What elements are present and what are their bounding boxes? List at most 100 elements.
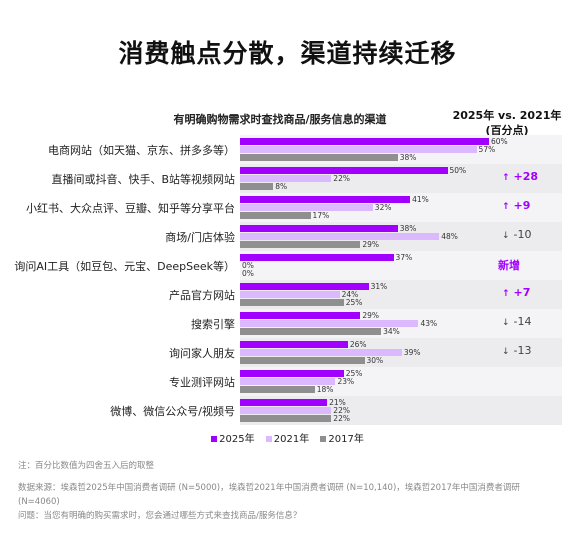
legend-swatch-2017: [320, 436, 327, 442]
arrow-up-icon: ↑: [502, 202, 510, 212]
bar-2017: [240, 328, 382, 335]
bar-2017: [240, 357, 365, 364]
chart-row: 商场/门店体验 38% 48% 29% ↓ -10: [0, 222, 575, 251]
bar-2025: [240, 167, 448, 174]
arrow-down-icon: ↓: [502, 347, 510, 357]
value-label-2021: 57%: [478, 145, 496, 154]
bar-2025: [240, 370, 344, 377]
value-label-2025: 29%: [362, 311, 380, 320]
change-text: 新增: [498, 259, 520, 272]
bar-2025: [240, 196, 411, 203]
chart-row: 小红书、大众点评、豆瓣、知乎等分享平台 41% 32% 17% ↑ +9: [0, 193, 575, 222]
chart-row: 专业测评网站 25% 23% 18%: [0, 367, 575, 396]
value-label-2021: 22%: [333, 406, 350, 415]
value-label-2017: 38%: [399, 153, 417, 162]
bar-2017: [240, 386, 315, 393]
change-column-header: 2025年 vs. 2021年 (百分点): [452, 108, 562, 138]
chart-row: 搜索引擎 29% 43% 34% ↓ -14: [0, 309, 575, 338]
change-text: +28: [513, 170, 539, 183]
change-text: +7: [513, 286, 531, 299]
value-label-2021: 24%: [341, 290, 359, 299]
bar-2021: [240, 146, 477, 153]
bar-2021: [240, 407, 332, 414]
change-value: 新增: [498, 257, 520, 273]
chart-row: 询问AI工具（如豆包、元宝、DeepSeek等） 37% 0% 0% 新增: [0, 251, 575, 280]
value-label-2021: 22%: [333, 174, 350, 183]
value-label-2017: 29%: [362, 240, 380, 249]
value-label-2021: 48%: [441, 232, 458, 241]
legend-label-2021: 2021年: [273, 434, 310, 445]
change-value: ↓ -13: [502, 344, 532, 357]
bar-2021: [240, 175, 332, 182]
legend-label-2025: 2025年: [219, 434, 255, 445]
change-value: ↑ +9: [502, 199, 530, 212]
bar-2021: [240, 204, 373, 211]
value-label-2021: 39%: [403, 348, 421, 357]
value-label-2017: 0%: [242, 269, 254, 278]
legend-item-2017: 2017年: [320, 430, 364, 445]
category-label: 电商网站（如天猫、京东、拼多多等）: [48, 144, 235, 157]
change-value: ↑ +28: [502, 170, 538, 183]
bar-2021: [240, 378, 336, 385]
value-label-2025: 21%: [329, 398, 346, 407]
value-label-2017: 17%: [312, 211, 330, 220]
bar-2021: [240, 349, 402, 356]
bar-2025: [240, 283, 369, 290]
bar-2017: [240, 415, 332, 422]
arrow-down-icon: ↓: [502, 318, 510, 328]
arrow-down-icon: ↓: [502, 231, 510, 241]
category-label: 搜索引擎: [191, 318, 235, 331]
category-label: 小红书、大众点评、豆瓣、知乎等分享平台: [26, 202, 235, 215]
value-label-2025: 38%: [399, 224, 417, 233]
legend-swatch-2021: [265, 436, 272, 442]
bar-2025: [240, 399, 328, 406]
bar-2021: [240, 291, 340, 298]
change-value: ↓ -10: [502, 228, 532, 241]
legend-swatch-2025: [211, 436, 218, 442]
category-label: 微博、微信公众号/视频号: [110, 405, 235, 418]
value-label-2025: 60%: [491, 137, 508, 146]
bar-2021: [240, 233, 440, 240]
category-label: 专业测评网站: [169, 376, 235, 389]
arrow-up-icon: ↑: [502, 173, 510, 183]
value-label-2021: 43%: [420, 319, 438, 328]
chart-row: 产品官方网站 31% 24% 25% ↑ +7: [0, 280, 575, 309]
value-label-2021: 32%: [374, 203, 392, 212]
bar-2025: [240, 138, 489, 145]
bar-2025: [240, 312, 361, 319]
value-label-2025: 25%: [345, 369, 363, 378]
category-label: 产品官方网站: [169, 289, 235, 302]
value-label-2017: 18%: [316, 385, 334, 394]
value-label-2025: 50%: [449, 166, 467, 175]
value-label-2017: 25%: [345, 298, 363, 307]
category-label: 直播间或抖音、快手、B站等视频网站: [51, 173, 235, 186]
category-label: 询问AI工具（如豆包、元宝、DeepSeek等）: [14, 260, 235, 273]
value-label-2021: 0%: [242, 261, 254, 270]
bar-2025: [240, 341, 348, 348]
change-header-line2: (百分点): [485, 124, 529, 137]
chart-row: 直播间或抖音、快手、B站等视频网站 50% 22% 8% ↑ +28: [0, 164, 575, 193]
value-label-2021: 23%: [337, 377, 355, 386]
value-label-2017: 8%: [275, 182, 288, 191]
survey-question: 问题：当您有明确的购买需求时，您会通过哪些方式来查找商品/服务信息？: [18, 511, 302, 521]
chart-legend: 2025年 2021年 2017年: [0, 430, 575, 445]
change-text: +9: [513, 199, 531, 212]
category-label: 商场/门店体验: [165, 231, 235, 244]
change-value: ↑ +7: [502, 286, 530, 299]
value-label-2025: 41%: [412, 195, 429, 204]
chart-row: 询问家人朋友 26% 39% 30% ↓ -13: [0, 338, 575, 367]
chart-row: 微博、微信公众号/视频号 21% 22% 22%: [0, 396, 575, 425]
footnote: 注：百分比数值为四舍五入后的取整: [18, 461, 155, 471]
bar-2017: [240, 212, 311, 219]
change-text: -13: [513, 344, 532, 357]
arrow-up-icon: ↑: [502, 289, 510, 299]
change-text: -10: [513, 228, 532, 241]
value-label-2025: 31%: [370, 282, 388, 291]
data-source: 数据来源：埃森哲2025年中国消费者调研 (N=5000)，埃森哲2021年中国…: [18, 483, 520, 507]
value-label-2017: 22%: [333, 414, 350, 423]
page-title: 消费触点分散，渠道持续迁移: [118, 39, 457, 68]
chart-title: 有明确购物需求时查找商品/服务信息的渠道: [173, 113, 387, 126]
legend-item-2025: 2025年: [211, 430, 255, 445]
change-header-line1: 2025年 vs. 2021年: [452, 109, 562, 122]
chart-row: 电商网站（如天猫、京东、拼多多等） 60% 57% 38%: [0, 135, 575, 164]
